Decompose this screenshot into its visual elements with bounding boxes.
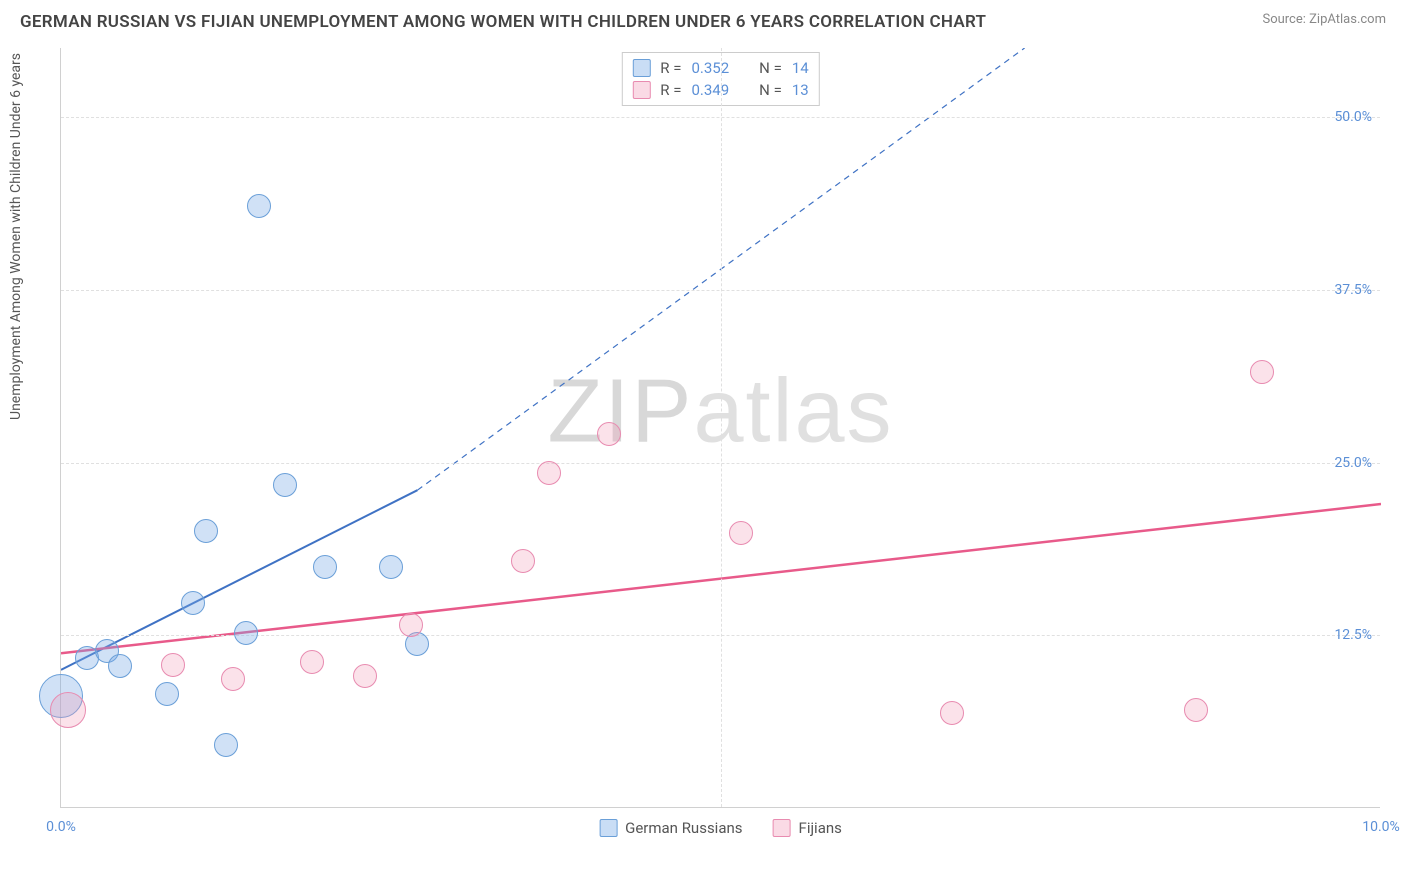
data-point <box>221 667 245 691</box>
r-label: R = <box>660 59 681 77</box>
data-point <box>379 555 403 579</box>
scatter-chart: ZIPatlas R = 0.352 N = 14 R = 0.349 N = … <box>60 48 1380 808</box>
data-point <box>214 733 238 757</box>
r-value-blue: 0.352 <box>691 59 729 77</box>
data-point <box>511 549 535 573</box>
legend-label-pink: Fijians <box>799 819 842 837</box>
data-point <box>247 194 271 218</box>
data-point <box>181 591 205 615</box>
data-point <box>353 664 377 688</box>
y-tick-label: 12.5% <box>1334 627 1372 643</box>
data-point <box>537 461 561 485</box>
data-point <box>234 621 258 645</box>
n-label: N = <box>759 81 782 99</box>
y-axis-label: Unemployment Among Women with Children U… <box>8 53 24 420</box>
data-point <box>155 682 179 706</box>
chart-title: GERMAN RUSSIAN VS FIJIAN UNEMPLOYMENT AM… <box>20 12 986 32</box>
r-label: R = <box>660 81 681 99</box>
watermark-thin: atlas <box>693 362 893 462</box>
legend-item-blue: German Russians <box>599 819 742 837</box>
swatch-pink-icon <box>632 81 650 99</box>
data-point <box>729 521 753 545</box>
swatch-blue-icon <box>599 819 617 837</box>
n-label: N = <box>759 59 782 77</box>
y-tick-label: 50.0% <box>1334 109 1372 125</box>
data-point <box>597 422 621 446</box>
data-point <box>940 701 964 725</box>
data-point <box>1250 360 1274 384</box>
y-tick-label: 25.0% <box>1334 455 1372 471</box>
source-attribution: Source: ZipAtlas.com <box>1262 12 1386 27</box>
gridline-v <box>721 48 722 807</box>
legend-item-pink: Fijians <box>773 819 842 837</box>
data-point <box>194 519 218 543</box>
swatch-blue-icon <box>632 59 650 77</box>
data-point <box>300 650 324 674</box>
data-point <box>50 692 86 728</box>
legend: German Russians Fijians <box>599 819 842 837</box>
data-point <box>313 555 337 579</box>
r-value-pink: 0.349 <box>691 81 729 99</box>
legend-label-blue: German Russians <box>625 819 742 837</box>
data-point <box>108 654 132 678</box>
y-tick-label: 37.5% <box>1334 282 1372 298</box>
data-point <box>273 473 297 497</box>
chart-header: GERMAN RUSSIAN VS FIJIAN UNEMPLOYMENT AM… <box>0 0 1406 40</box>
n-value-blue: 14 <box>792 59 809 77</box>
data-point <box>1184 698 1208 722</box>
x-tick-label: 0.0% <box>46 819 76 835</box>
data-point <box>161 653 185 677</box>
data-point <box>399 613 423 637</box>
watermark-bold: ZIP <box>547 362 693 462</box>
swatch-pink-icon <box>773 819 791 837</box>
x-tick-label: 10.0% <box>1362 819 1400 835</box>
n-value-pink: 13 <box>792 81 809 99</box>
